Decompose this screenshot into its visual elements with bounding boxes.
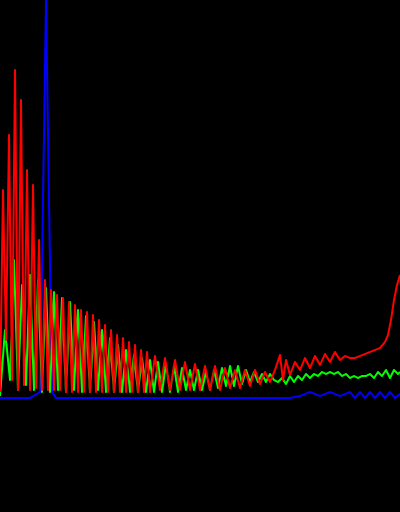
series-line-2 <box>0 69 400 393</box>
series-line-0 <box>0 0 400 399</box>
series-layer <box>0 0 400 399</box>
